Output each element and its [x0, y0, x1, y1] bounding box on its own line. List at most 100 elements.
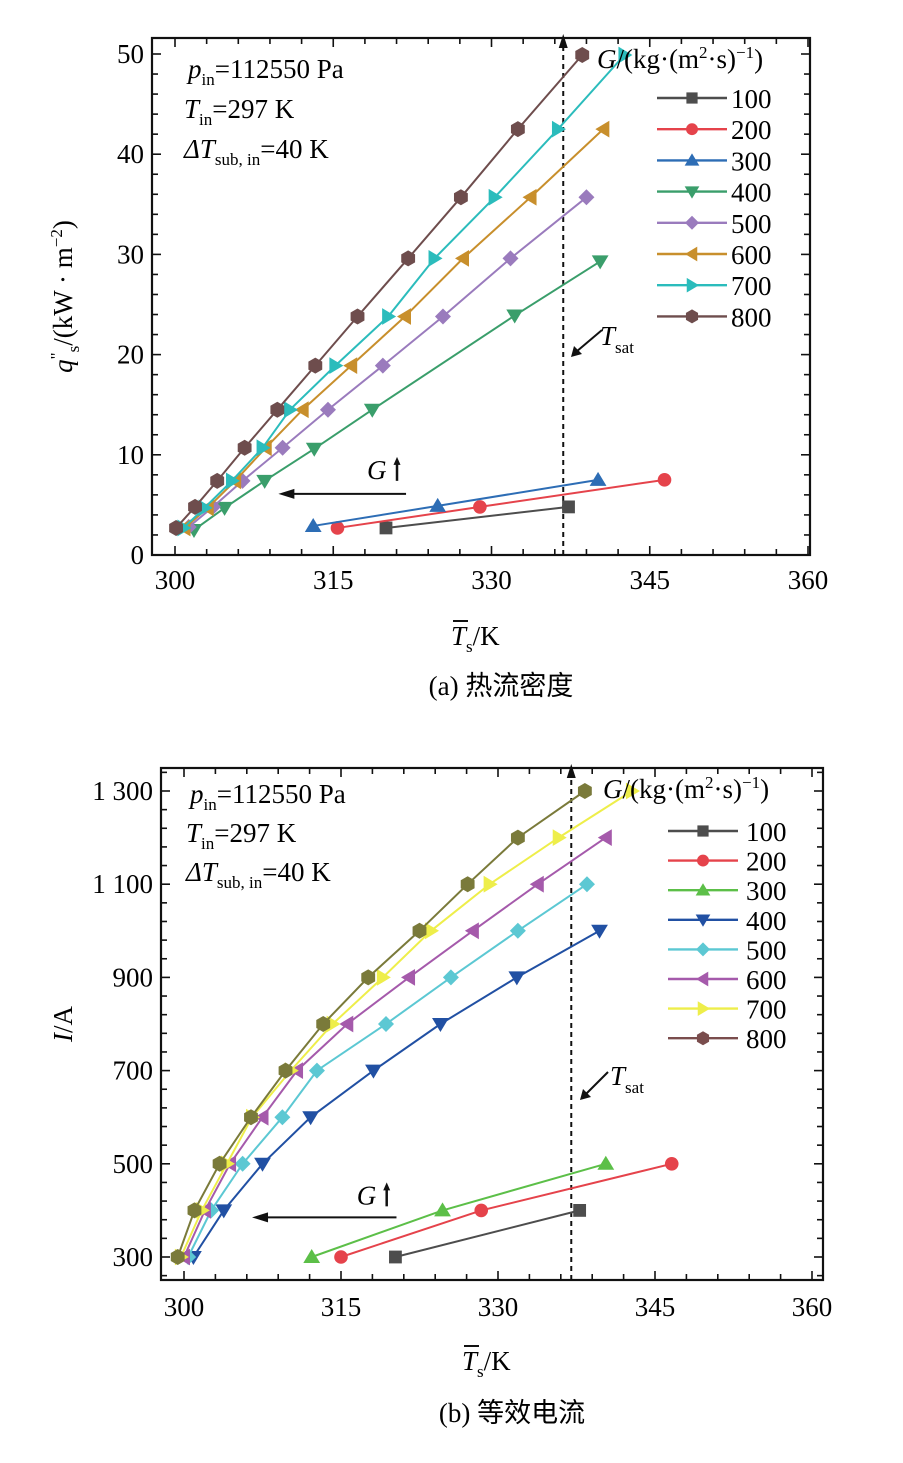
data-point — [474, 1203, 489, 1218]
series-400 — [185, 924, 608, 1265]
data-point — [254, 1157, 271, 1172]
data-point — [212, 1155, 227, 1172]
series-line — [183, 836, 607, 1258]
g-up-arrow-head — [393, 456, 401, 465]
condition-subscript: sub, in — [215, 150, 261, 169]
data-point — [575, 47, 590, 63]
condition-subscript: in — [204, 795, 218, 814]
data-point — [374, 357, 391, 374]
data-point — [382, 308, 397, 325]
x-tick-label: 360 — [792, 1292, 833, 1322]
data-point — [664, 1157, 679, 1171]
data-point — [510, 121, 525, 138]
data-point — [215, 1204, 233, 1219]
condition-text: Tin=297 K — [184, 94, 295, 129]
condition-symbol: ΔT — [185, 857, 219, 887]
chart-equivalent-current: 300 315 330 345 360 300 500 700 900 1 100 1 300 Tsa… — [48, 764, 832, 1428]
g-direction-label: G — [357, 1180, 377, 1210]
tsat-pointer-arrow — [580, 1089, 591, 1100]
y-axis-close: ) — [48, 220, 78, 229]
chart-heat-flux: 300 315 330 345 36001020304050TsatGpin=11255… — [47, 34, 828, 701]
data-point — [302, 1111, 320, 1126]
y-tick-label: 20 — [117, 340, 144, 370]
data-point — [432, 1018, 449, 1032]
y-axis-subscript: s — [64, 346, 83, 353]
condition-symbol: ΔT — [183, 134, 217, 164]
data-point — [187, 1202, 202, 1219]
legend-label: 200 — [731, 115, 772, 145]
legend-item: 800 — [668, 1024, 787, 1054]
data-point — [589, 471, 607, 486]
legend-title-sup: 2 — [699, 43, 708, 62]
y-axis-label: q"s/(kW · m−2) — [47, 220, 83, 373]
condition-symbol: T — [184, 94, 201, 124]
data-point — [396, 308, 411, 325]
legend-item: 400 — [657, 178, 772, 208]
legend-title-mid: ·s) — [713, 774, 742, 804]
series-700 — [174, 782, 640, 1266]
tsat-label-main: T — [600, 321, 617, 351]
data-point — [237, 439, 252, 456]
figure-caption: (b) 等效电流 — [439, 1398, 585, 1428]
series-line — [311, 1162, 607, 1258]
tsat-pointer-line — [575, 329, 603, 353]
data-point — [401, 250, 416, 267]
x-tick-label: 330 — [478, 1292, 519, 1322]
data-point — [625, 782, 640, 800]
legend-title-symbol: G — [603, 774, 623, 804]
data-point — [278, 1062, 293, 1079]
legend-swatch-marker — [686, 92, 698, 104]
data-point — [210, 472, 225, 489]
data-point — [429, 497, 447, 512]
y-tick-label: 700 — [113, 1056, 154, 1086]
legend-item: 200 — [668, 847, 787, 877]
legend-label: 100 — [746, 817, 787, 847]
data-point — [378, 1016, 395, 1032]
data-point — [343, 357, 358, 375]
data-point — [329, 357, 344, 375]
data-point — [326, 1015, 341, 1033]
legend-title-sup: −1 — [742, 773, 760, 792]
legend-label: 300 — [746, 876, 787, 906]
series-line — [395, 1209, 580, 1258]
data-point — [170, 1249, 185, 1265]
condition-text: pin=112550 Pa — [186, 54, 344, 89]
legend-swatch-marker — [685, 246, 698, 262]
data-point — [618, 46, 633, 64]
data-point — [254, 1108, 269, 1126]
tsat-pointer-line — [584, 1071, 609, 1096]
data-point — [595, 120, 610, 138]
condition-value: =297 K — [214, 818, 296, 848]
legend-label: 700 — [731, 271, 772, 301]
x-tick-label: 315 — [321, 1292, 362, 1322]
series-100 — [379, 500, 575, 535]
series-600 — [176, 120, 610, 537]
legend-item: 700 — [657, 271, 772, 301]
legend-swatch-marker — [697, 1001, 710, 1016]
legend-item: 800 — [657, 302, 772, 332]
legend-label: 100 — [731, 84, 772, 114]
x-axis-symbol: T — [462, 1346, 479, 1376]
legend-item: 100 — [657, 84, 772, 114]
legend-swatch-marker — [696, 1031, 710, 1046]
tsat-pointer-arrow — [571, 346, 582, 357]
tsat-label: Tsat — [610, 1061, 644, 1097]
data-point — [428, 250, 443, 267]
x-axis-symbol: T — [451, 621, 468, 651]
x-tick-label: 360 — [788, 565, 829, 595]
data-point — [578, 189, 595, 206]
condition-symbol: p — [188, 779, 204, 809]
legend-label: 800 — [731, 302, 772, 332]
legend-item: 600 — [668, 965, 787, 995]
condition-value: =112550 Pa — [215, 54, 344, 84]
x-axis-subscript: s — [477, 1362, 484, 1381]
data-point — [453, 189, 468, 206]
plot-frame — [150, 36, 812, 557]
y-tick-label: 10 — [117, 440, 144, 470]
legend-title-unit: /(kg·(m — [617, 44, 699, 74]
tsat-label-sub: sat — [615, 338, 634, 357]
data-point — [274, 439, 291, 456]
y-tick-label: 30 — [117, 239, 144, 269]
legend-swatch-marker — [686, 123, 698, 136]
